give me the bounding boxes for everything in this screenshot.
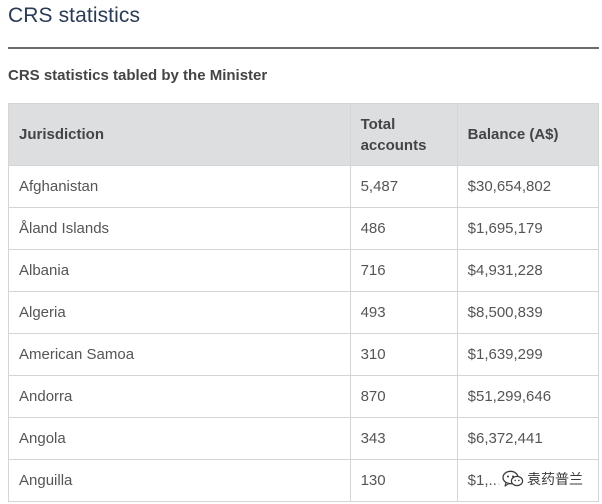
cell-balance: $4,931,228 bbox=[456, 249, 600, 292]
header-total-accounts-line1: Total bbox=[360, 115, 396, 133]
title-divider bbox=[8, 47, 599, 49]
cell-balance: $30,654,802 bbox=[456, 165, 600, 208]
header-total-accounts: Total accounts bbox=[349, 103, 458, 166]
table-row: Angola 343 $6,372,441 bbox=[8, 417, 600, 460]
cell-jurisdiction: Åland Islands bbox=[8, 207, 351, 250]
cell-jurisdiction: Anguilla bbox=[8, 459, 351, 502]
header-balance: Balance (A$) bbox=[456, 103, 600, 166]
cell-total-accounts: 343 bbox=[349, 417, 458, 460]
cell-jurisdiction: Afghanistan bbox=[8, 165, 351, 208]
cell-balance: $1,639,299 bbox=[456, 333, 600, 376]
table-row: Åland Islands 486 $1,695,179 bbox=[8, 207, 600, 250]
cell-jurisdiction: Algeria bbox=[8, 291, 351, 334]
wechat-icon bbox=[502, 470, 524, 488]
cell-balance: $51,299,646 bbox=[456, 375, 600, 418]
cell-total-accounts: 310 bbox=[349, 333, 458, 376]
cell-total-accounts: 493 bbox=[349, 291, 458, 334]
table-row: Algeria 493 $8,500,839 bbox=[8, 291, 600, 334]
table-row: Andorra 870 $51,299,646 bbox=[8, 375, 600, 418]
cell-balance: $8,500,839 bbox=[456, 291, 600, 334]
header-total-accounts-line2: accounts bbox=[360, 136, 427, 154]
cell-balance: $6,372,441 bbox=[456, 417, 600, 460]
cell-total-accounts: 5,487 bbox=[349, 165, 458, 208]
watermark: 袁药普兰 bbox=[498, 466, 587, 492]
cell-jurisdiction: American Samoa bbox=[8, 333, 351, 376]
table-row: Anguilla 130 $1,... bbox=[8, 459, 600, 502]
cell-jurisdiction: Angola bbox=[8, 417, 351, 460]
cell-total-accounts: 130 bbox=[349, 459, 458, 502]
cell-jurisdiction: Albania bbox=[8, 249, 351, 292]
table-row: Afghanistan 5,487 $30,654,802 bbox=[8, 165, 600, 208]
table-header-row: Jurisdiction Total accounts Balance (A$) bbox=[8, 103, 600, 166]
watermark-text: 袁药普兰 bbox=[527, 472, 583, 488]
cell-total-accounts: 870 bbox=[349, 375, 458, 418]
table-row: Albania 716 $4,931,228 bbox=[8, 249, 600, 292]
cell-total-accounts: 716 bbox=[349, 249, 458, 292]
crs-statistics-table: Jurisdiction Total accounts Balance (A$) … bbox=[8, 103, 600, 502]
cell-jurisdiction: Andorra bbox=[8, 375, 351, 418]
table-caption: CRS statistics tabled by the Minister bbox=[8, 67, 268, 84]
page-title: CRS statistics bbox=[8, 4, 141, 27]
cell-total-accounts: 486 bbox=[349, 207, 458, 250]
table-row: American Samoa 310 $1,639,299 bbox=[8, 333, 600, 376]
cell-balance: $1,695,179 bbox=[456, 207, 600, 250]
header-jurisdiction: Jurisdiction bbox=[8, 103, 351, 166]
